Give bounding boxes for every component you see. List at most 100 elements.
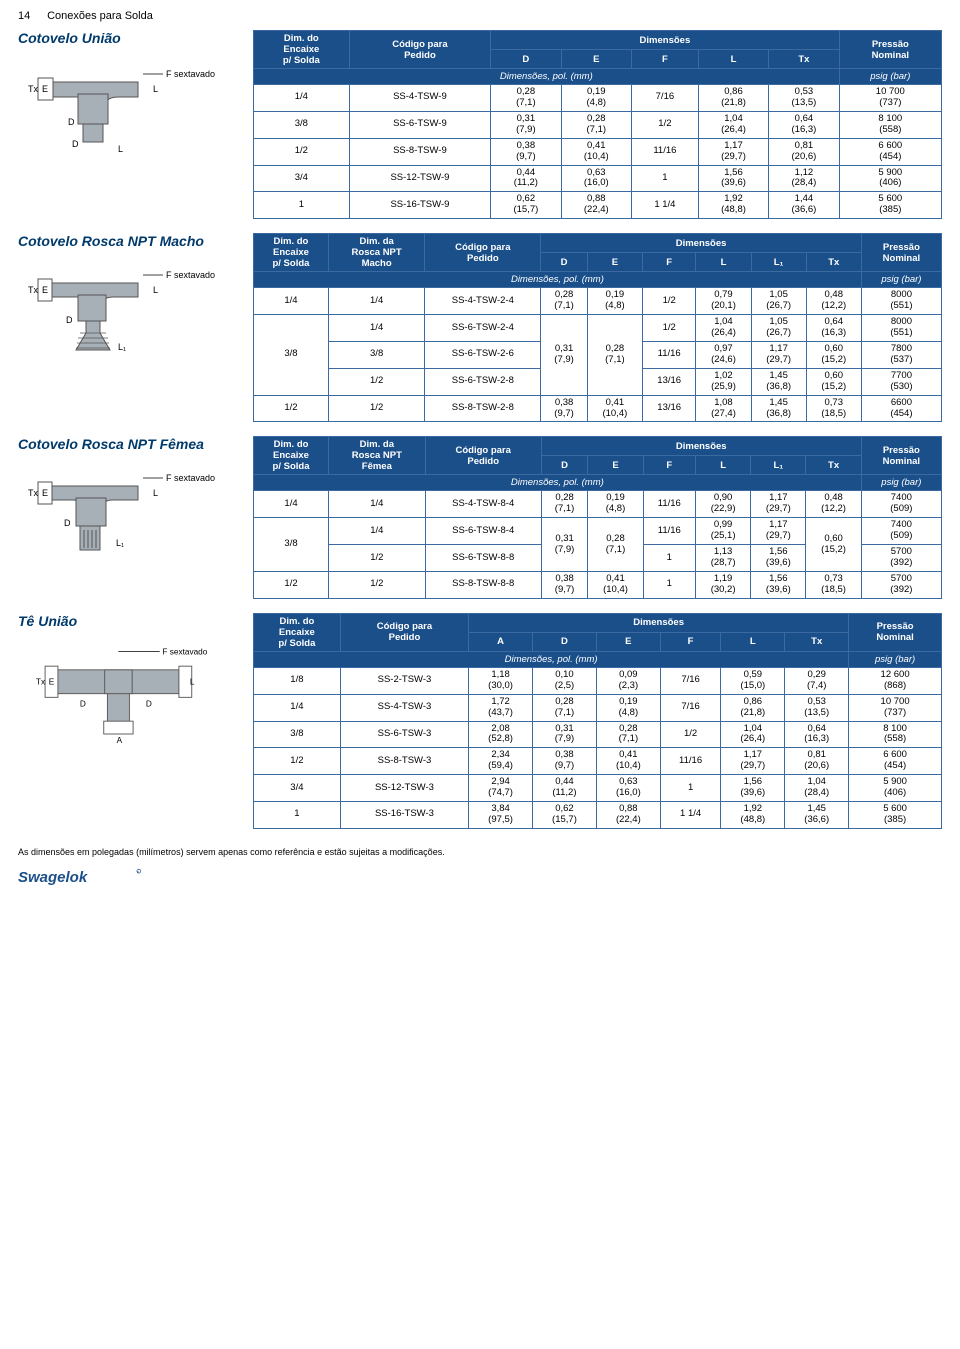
svg-text:D: D xyxy=(80,699,86,708)
svg-text:Tx: Tx xyxy=(28,488,38,498)
cell-dim: 0,60(15,2) xyxy=(806,368,861,395)
dim-col: F xyxy=(643,456,695,475)
cell-dim: 0,41(10,4) xyxy=(588,571,643,598)
col-pressao: PressãoNominal xyxy=(861,437,941,475)
cell-dim: 11/16 xyxy=(643,518,695,545)
cell-dim: 0,28(7,1) xyxy=(541,491,588,518)
svg-text:L: L xyxy=(153,285,158,295)
cell-dim: 1,13(28,7) xyxy=(695,545,750,572)
section-right: Dim. doEncaixep/ SoldaDim. daRosca NPTFê… xyxy=(253,436,942,598)
cell-dim: 0,64(16,3) xyxy=(769,111,839,138)
table-row: 3/8SS-6-TSW-32,08(52,8)0,31(7,9)0,28(7,1… xyxy=(254,721,942,748)
section-left: Tê União F sextavado TxE DD L A xyxy=(18,613,243,745)
spec-table: Dim. doEncaixep/ SoldaCódigo paraPedidoD… xyxy=(253,30,942,219)
cell-dim: 11/16 xyxy=(632,138,699,165)
dim-col: E xyxy=(561,50,631,69)
cell-dim: 1,04(28,4) xyxy=(785,775,849,802)
cell-dim: 0,81(20,6) xyxy=(769,138,839,165)
dim-col: E xyxy=(588,456,643,475)
col-pressao: PressãoNominal xyxy=(839,31,941,69)
cell-size: 1/4 xyxy=(254,288,329,315)
svg-text:L: L xyxy=(118,144,123,154)
cell-npt: 1/4 xyxy=(329,518,426,545)
cell-dim: 1,05(26,7) xyxy=(751,315,806,342)
svg-text:E: E xyxy=(49,677,55,686)
table-row: 1/41/4SS-4-TSW-2-40,28(7,1)0,19(4,8)1/20… xyxy=(254,288,942,315)
cell-dim: 0,38(9,7) xyxy=(541,395,588,422)
cell-pressure: 5 600(385) xyxy=(839,192,941,219)
cell-dim: 0,79(20,1) xyxy=(696,288,751,315)
cell-dim: 1/2 xyxy=(632,111,699,138)
col-npt: Dim. daRosca NPTFêmea xyxy=(329,437,426,475)
svg-text:L₁: L₁ xyxy=(118,342,126,352)
cell-code: SS-8-TSW-2-8 xyxy=(425,395,541,422)
cell-dim: 1 xyxy=(632,165,699,192)
cell-dim: 0,28(7,1) xyxy=(541,288,588,315)
cell-dim: 0,28(7,1) xyxy=(596,721,660,748)
svg-text:Tx: Tx xyxy=(28,84,38,94)
cell-dim: 0,86(21,8) xyxy=(721,694,785,721)
cell-pressure: 8 100(558) xyxy=(839,111,941,138)
cell-dim: 0,62(15,7) xyxy=(533,802,597,829)
cell-dim: 2,08(52,8) xyxy=(469,721,533,748)
cell-dim: 0,28(7,1) xyxy=(587,315,642,396)
cell-dim: 0,38(9,7) xyxy=(541,571,588,598)
table-row: 1/2SS-8-TSW-32,34(59,4)0,38(9,7)0,41(10,… xyxy=(254,748,942,775)
cell-code: SS-6-TSW-3 xyxy=(340,721,468,748)
table-row: 1/4SS-4-TSW-90,28(7,1)0,19(4,8)7/160,86(… xyxy=(254,85,942,112)
svg-text:F sextavado: F sextavado xyxy=(166,270,215,280)
cell-dim: 0,38(9,7) xyxy=(533,748,597,775)
col-dimensoes: Dimensões xyxy=(541,437,861,456)
cell-size: 1/8 xyxy=(254,667,341,694)
cell-dim: 0,62(15,7) xyxy=(491,192,561,219)
cell-dim: 0,19(4,8) xyxy=(587,288,642,315)
cell-npt: 1/4 xyxy=(329,491,426,518)
section-left: Cotovelo Rosca NPT Macho F sextavado L T… xyxy=(18,233,243,365)
cell-size: 1 xyxy=(254,802,341,829)
col-codigo: Código paraPedido xyxy=(425,234,541,272)
dim-col: D xyxy=(491,50,561,69)
section-title: Cotovelo União xyxy=(18,30,243,46)
cell-npt: 1/4 xyxy=(328,288,424,315)
diagram: F sextavado L TxE DD L xyxy=(18,52,228,162)
cell-size: 3/8 xyxy=(254,111,350,138)
cell-dim: 0,31(7,9) xyxy=(533,721,597,748)
diagram: F sextavado L TxE D L₁ xyxy=(18,458,228,568)
cell-dim: 0,63(16,0) xyxy=(596,775,660,802)
section-cotovelo-npt-femea: Cotovelo Rosca NPT Fêmea F sextavado L T… xyxy=(18,436,942,598)
cell-dim: 1,45(36,6) xyxy=(785,802,849,829)
cell-dim: 1 xyxy=(660,775,721,802)
brand-logo: Swagelok R xyxy=(18,867,942,890)
cell-dim: 11/16 xyxy=(660,748,721,775)
cell-dim: 13/16 xyxy=(642,368,695,395)
cell-size: 1/4 xyxy=(254,694,341,721)
cell-pressure: 8000(551) xyxy=(861,315,941,342)
col-encaixe: Dim. doEncaixep/ Solda xyxy=(254,613,341,651)
cell-dim: 0,19(4,8) xyxy=(596,694,660,721)
svg-text:E: E xyxy=(42,285,48,295)
cell-dim: 1 xyxy=(643,545,695,572)
cell-code: SS-4-TSW-9 xyxy=(349,85,490,112)
cell-dim: 1,56(39,6) xyxy=(721,775,785,802)
col-codigo: Código paraPedido xyxy=(340,613,468,651)
cell-code: SS-8-TSW-3 xyxy=(340,748,468,775)
cell-dim: 1,18(30,0) xyxy=(469,667,533,694)
cell-dim: 2,94(74,7) xyxy=(469,775,533,802)
units-left: Dimensões, pol. (mm) xyxy=(254,272,862,288)
svg-text:F sextavado: F sextavado xyxy=(166,473,215,483)
cell-dim: 1,56(39,6) xyxy=(751,571,806,598)
table-row: 3/4SS-12-TSW-32,94(74,7)0,44(11,2)0,63(1… xyxy=(254,775,942,802)
cell-dim: 0,29(7,4) xyxy=(785,667,849,694)
svg-text:R: R xyxy=(137,870,139,874)
cell-dim: 0,88(22,4) xyxy=(596,802,660,829)
table-row: 3/81/4SS-6-TSW-2-40,31(7,9)0,28(7,1)1/21… xyxy=(254,315,942,342)
svg-text:F sextavado: F sextavado xyxy=(162,647,207,656)
cell-dim: 0,41(10,4) xyxy=(587,395,642,422)
col-pressao: PressãoNominal xyxy=(861,234,941,272)
svg-text:Swagelok: Swagelok xyxy=(18,869,88,886)
cell-dim: 1,92(48,8) xyxy=(698,192,768,219)
dim-col: Tx xyxy=(806,456,861,475)
svg-text:E: E xyxy=(42,488,48,498)
cell-dim: 0,28(7,1) xyxy=(588,518,643,572)
section-te-uniao: Tê União F sextavado TxE DD L A Dim. doE… xyxy=(18,613,942,829)
